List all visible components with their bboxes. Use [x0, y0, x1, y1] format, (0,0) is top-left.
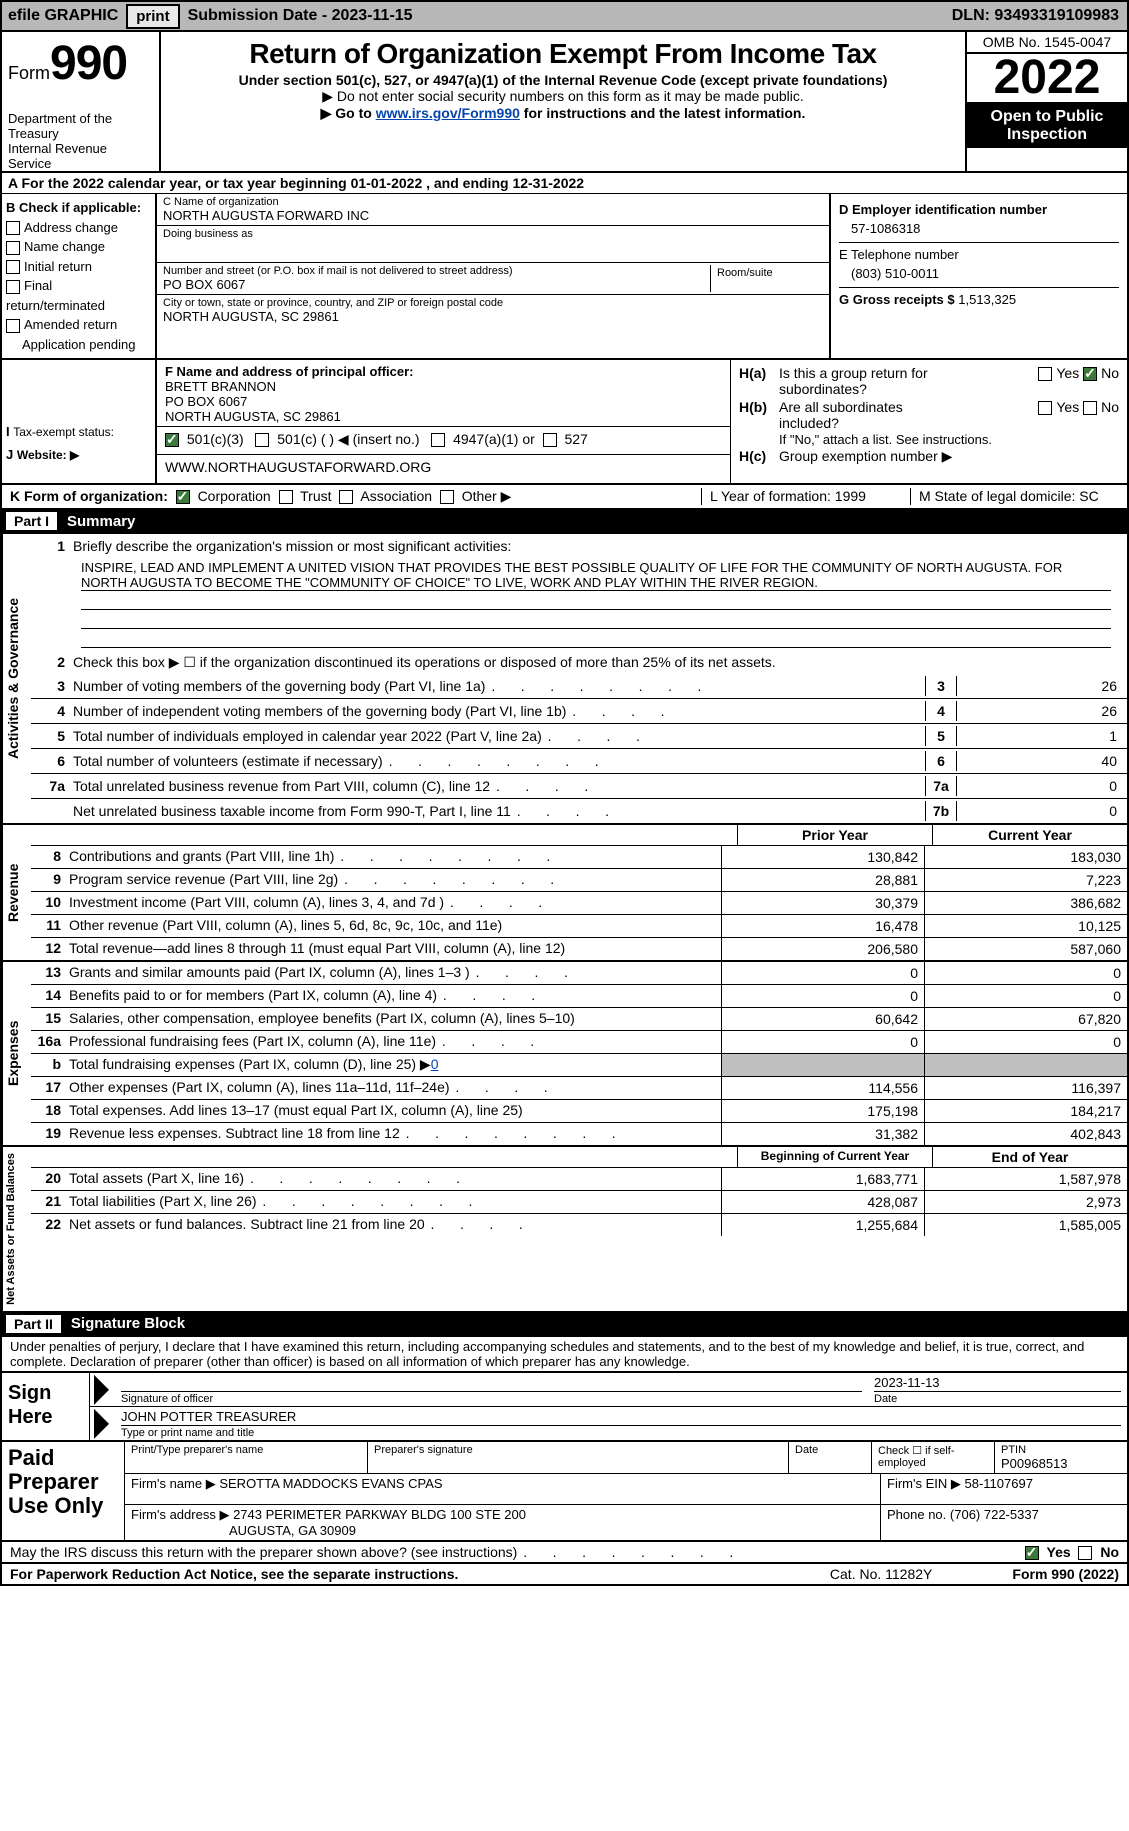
checkbox-icon[interactable]: [1083, 367, 1097, 381]
org-name-label: C Name of organization: [163, 196, 823, 208]
efile-label: efile GRAPHIC: [2, 7, 124, 25]
form-number: 990: [50, 37, 127, 90]
checkbox-icon[interactable]: [1038, 401, 1052, 415]
checkbox-icon[interactable]: [1078, 1546, 1092, 1560]
vtab-net-assets: Net Assets or Fund Balances: [2, 1147, 31, 1311]
row-i-j-labels: I Tax-exempt status: J Website: ▶: [2, 360, 155, 483]
vtab-revenue: Revenue: [2, 825, 31, 960]
ptin-value: P00968513: [1001, 1456, 1121, 1471]
paperwork-notice: For Paperwork Reduction Act Notice, see …: [10, 1566, 458, 1582]
year-formation: L Year of formation: 1999: [701, 488, 910, 505]
sign-here-label: Sign Here: [2, 1373, 90, 1440]
revenue-section: Revenue Prior YearCurrent Year 8Contribu…: [0, 825, 1129, 962]
checkbox-icon[interactable]: [176, 490, 190, 504]
footer-row: For Paperwork Reduction Act Notice, see …: [0, 1564, 1129, 1586]
vtab-expenses: Expenses: [2, 962, 31, 1145]
officer-addr1: PO BOX 6067: [165, 394, 247, 409]
entity-block: B Check if applicable: Address change Na…: [0, 194, 1129, 360]
tel-label: E Telephone number: [839, 243, 1119, 266]
part-1-header: Part I Summary: [0, 510, 1129, 534]
form-subtitle: Under section 501(c), 527, or 4947(a)(1)…: [169, 72, 957, 88]
checkbox-icon[interactable]: [339, 490, 353, 504]
room-label: Room/suite: [717, 267, 817, 279]
officer-status-block: I Tax-exempt status: J Website: ▶ F Name…: [0, 360, 1129, 485]
expenses-section: Expenses 13Grants and similar amounts pa…: [0, 962, 1129, 1147]
form-footer: Form 990 (2022): [1012, 1566, 1119, 1582]
checkbox-icon[interactable]: [440, 490, 454, 504]
col-d-ein: D Employer identification number 57-1086…: [831, 194, 1127, 358]
firm-phone: (706) 722-5337: [950, 1507, 1039, 1522]
col-c-org: C Name of organization NORTH AUGUSTA FOR…: [155, 194, 831, 358]
form-title: Return of Organization Exempt From Incom…: [169, 38, 957, 70]
officer-name: BRETT BRANNON: [165, 379, 276, 394]
net-assets-section: Net Assets or Fund Balances Beginning of…: [0, 1147, 1129, 1313]
signer-name: JOHN POTTER TREASURER: [121, 1407, 1121, 1426]
irs-link[interactable]: www.irs.gov/Form990: [376, 105, 520, 121]
ein-label: D Employer identification number: [839, 202, 1047, 217]
sign-date: 2023-11-13: [874, 1373, 1121, 1392]
dln: DLN: 93493319109983: [952, 7, 1127, 25]
open-inspection: Open to Public Inspection: [967, 102, 1127, 148]
form-word: Form: [8, 63, 50, 83]
officer-label: F Name and address of principal officer:: [165, 364, 414, 379]
form-header: Form990 Department of the Treasury Inter…: [0, 32, 1129, 173]
gross-label: G Gross receipts $: [839, 292, 955, 307]
checkbox-icon[interactable]: [1038, 367, 1052, 381]
mission-text: INSPIRE, LEAD AND IMPLEMENT A UNITED VIS…: [81, 560, 1111, 591]
website-value: WWW.NORTHAUGUSTAFORWARD.ORG: [165, 459, 431, 475]
paid-preparer-block: Paid Preparer Use Only Print/Type prepar…: [0, 1442, 1129, 1542]
vtab-activities: Activities & Governance: [2, 534, 31, 823]
tax-year: 2022: [967, 54, 1127, 102]
cat-number: Cat. No. 11282Y: [830, 1566, 932, 1582]
ein-value: 57-1086318: [839, 221, 1119, 236]
row-klm: K Form of organization: Corporation Trus…: [0, 485, 1129, 510]
arrow-icon: [94, 1409, 109, 1439]
col-b-check: B Check if applicable: Address change Na…: [2, 194, 155, 358]
arrow-icon: [94, 1375, 109, 1405]
discuss-row: May the IRS discuss this return with the…: [0, 1542, 1129, 1564]
checkbox-icon[interactable]: [6, 241, 20, 255]
addr-label: Number and street (or P.O. box if mail i…: [163, 265, 710, 277]
checkbox-icon[interactable]: [543, 433, 557, 447]
checkbox-icon[interactable]: [279, 490, 293, 504]
checkbox-icon[interactable]: [6, 319, 20, 333]
submission-date: Submission Date - 2023-11-15: [182, 7, 419, 25]
addr-value: PO BOX 6067: [163, 277, 710, 292]
firm-ein: 58-1107697: [965, 1476, 1033, 1491]
state-domicile: M State of legal domicile: SC: [910, 488, 1119, 505]
sign-here-block: Sign Here Signature of officer 2023-11-1…: [0, 1371, 1129, 1442]
row-a-calendar: A For the 2022 calendar year, or tax yea…: [0, 173, 1129, 194]
dept-treasury: Department of the Treasury: [8, 111, 153, 141]
h-section: H(a) Is this a group return forsubordina…: [730, 360, 1127, 483]
print-button[interactable]: print: [126, 4, 179, 29]
form-note-1: ▶ Do not enter social security numbers o…: [169, 88, 957, 105]
checkbox-icon[interactable]: [1083, 401, 1097, 415]
form-note-2: ▶ Go to www.irs.gov/Form990 for instruct…: [169, 105, 957, 122]
checkbox-icon[interactable]: [165, 433, 179, 447]
city-value: NORTH AUGUSTA, SC 29861: [163, 309, 823, 324]
checkbox-icon[interactable]: [1025, 1546, 1039, 1560]
org-name: NORTH AUGUSTA FORWARD INC: [163, 208, 823, 223]
checkbox-icon[interactable]: [6, 260, 20, 274]
checkbox-icon[interactable]: [6, 221, 20, 235]
activities-governance: Activities & Governance 1Briefly describ…: [0, 534, 1129, 825]
officer-addr2: NORTH AUGUSTA, SC 29861: [165, 409, 341, 424]
checkbox-icon[interactable]: [6, 280, 20, 294]
tel-value: (803) 510-0011: [839, 266, 1119, 281]
checkbox-icon[interactable]: [255, 433, 269, 447]
part-2-header: Part II Signature Block: [0, 1313, 1129, 1337]
top-toolbar: efile GRAPHIC print Submission Date - 20…: [0, 0, 1129, 32]
paid-preparer-label: Paid Preparer Use Only: [2, 1442, 125, 1540]
city-label: City or town, state or province, country…: [163, 297, 823, 309]
irs-label: Internal Revenue Service: [8, 141, 153, 171]
checkbox-icon[interactable]: [431, 433, 445, 447]
gross-value: 1,513,325: [958, 292, 1016, 307]
firm-name: SEROTTA MADDOCKS EVANS CPAS: [219, 1476, 442, 1491]
penalty-text: Under penalties of perjury, I declare th…: [0, 1337, 1129, 1371]
dba-label: Doing business as: [163, 228, 823, 240]
